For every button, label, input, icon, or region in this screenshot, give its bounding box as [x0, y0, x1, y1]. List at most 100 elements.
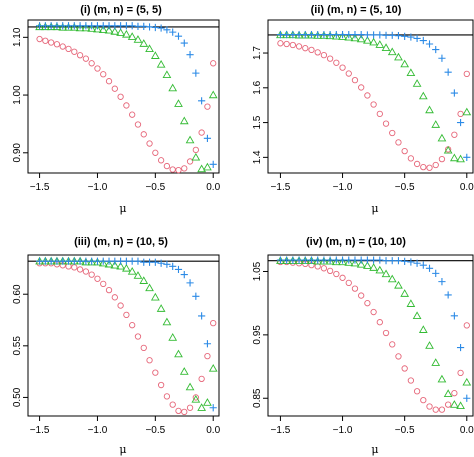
circle-point: [289, 41, 296, 49]
circle-point: [175, 407, 182, 414]
circle-point: [152, 369, 159, 376]
y-tick-label: 1.05: [252, 261, 263, 281]
plus-point: [326, 31, 334, 39]
plus-point: [394, 32, 403, 40]
triangle-point: [412, 311, 422, 320]
circle-point: [382, 120, 390, 127]
plus-point: [276, 256, 285, 264]
triangle-point: [462, 107, 472, 116]
triangle-point: [431, 120, 441, 128]
circle-point: [345, 70, 352, 77]
circle-point: [438, 155, 446, 163]
circle-point: [163, 162, 171, 170]
circle-point: [345, 279, 352, 287]
y-tick-label: 1.5: [252, 115, 263, 129]
y-ticks-i: 0.90 1.00 1.10: [12, 27, 28, 163]
x-tick-label: −1.5: [30, 425, 50, 436]
circle-point: [364, 300, 371, 307]
circle-point: [210, 60, 217, 67]
x-tick-label: −0.5: [395, 425, 415, 436]
circle-point: [204, 103, 211, 110]
panel-title-iv: (iv) (m, n) = (10, 10): [306, 236, 406, 248]
plus-point: [345, 31, 353, 39]
plus-point: [338, 31, 347, 39]
plus-point: [157, 259, 165, 267]
y-tick-label: 0.90: [12, 143, 23, 163]
circle-point: [82, 55, 90, 62]
triangle-point: [69, 22, 79, 31]
circle-point: [320, 51, 328, 59]
triangle-point: [363, 261, 372, 269]
data-marks-iv: [276, 256, 472, 413]
panel-i: (i) (m, n) = (5, 5) −1.5 −1.0 −0.5 0.0 0.90…: [12, 4, 221, 215]
circle-point: [339, 274, 346, 281]
circle-point: [457, 110, 464, 118]
circle-point: [283, 40, 290, 48]
circle-point: [364, 92, 371, 99]
triangle-point: [110, 260, 120, 269]
y-ticks-ii: 1.4 1.5 1.6 1.7: [252, 46, 268, 164]
plus-point: [326, 256, 334, 264]
circle-point: [407, 377, 415, 384]
x-axis-label-i: μ: [119, 202, 126, 215]
plus-point: [157, 24, 165, 32]
circle-point: [463, 322, 470, 329]
x-ticks-ii: −1.5 −1.0 −0.5 0.0: [271, 173, 474, 193]
triangle-point: [191, 394, 201, 403]
circle-point: [105, 286, 113, 294]
circle-point: [117, 93, 124, 100]
circle-point: [175, 166, 182, 174]
triangle-point: [412, 79, 422, 87]
plus-point: [320, 256, 328, 264]
data-marks-ii: [276, 30, 472, 171]
plus-point: [450, 312, 458, 320]
circle-point: [169, 401, 176, 408]
circle-point: [358, 84, 365, 91]
x-tick-label: 0.0: [460, 182, 474, 193]
circle-point: [76, 266, 84, 273]
plus-point: [351, 31, 359, 39]
triangle-point: [133, 35, 143, 43]
triangle-point: [443, 145, 453, 154]
plus-point: [307, 256, 316, 264]
circle-point: [389, 129, 396, 137]
plus-point: [276, 31, 285, 39]
circle-point: [123, 311, 130, 319]
triangle-point: [369, 263, 378, 271]
plus-point: [198, 312, 206, 320]
plus-point: [301, 31, 309, 39]
x-tick-label: −1.5: [271, 182, 291, 193]
circle-point: [370, 101, 377, 108]
plus-point: [456, 118, 465, 127]
plus-point: [338, 256, 347, 264]
triangle-point: [40, 22, 50, 31]
triangle-point: [168, 333, 178, 341]
plus-point: [432, 45, 440, 54]
triangle-point: [162, 317, 172, 326]
triangle-point: [208, 90, 218, 99]
triangle-point: [456, 401, 465, 410]
circle-point: [451, 131, 458, 138]
triangle-point: [122, 29, 131, 38]
circle-point: [457, 369, 464, 377]
y-tick-label: 1.10: [12, 27, 23, 47]
triangle-point: [344, 258, 354, 266]
circle-point: [407, 155, 415, 162]
triangle-point: [75, 23, 85, 32]
triangle-point: [46, 22, 56, 31]
plus-point: [295, 256, 303, 264]
plus-point: [128, 22, 136, 30]
triangle-point: [185, 382, 195, 391]
circle-point: [395, 353, 402, 360]
circle-point: [401, 147, 408, 155]
triangle-point: [325, 31, 335, 40]
plus-point: [463, 394, 471, 402]
triangle-point: [394, 52, 403, 61]
triangle-point: [104, 259, 114, 268]
triangle-point: [381, 43, 391, 51]
plus-point: [174, 32, 183, 40]
plus-point: [151, 23, 159, 32]
plus-point: [407, 258, 415, 266]
plus-point: [463, 153, 471, 161]
triangle-point: [344, 32, 354, 41]
